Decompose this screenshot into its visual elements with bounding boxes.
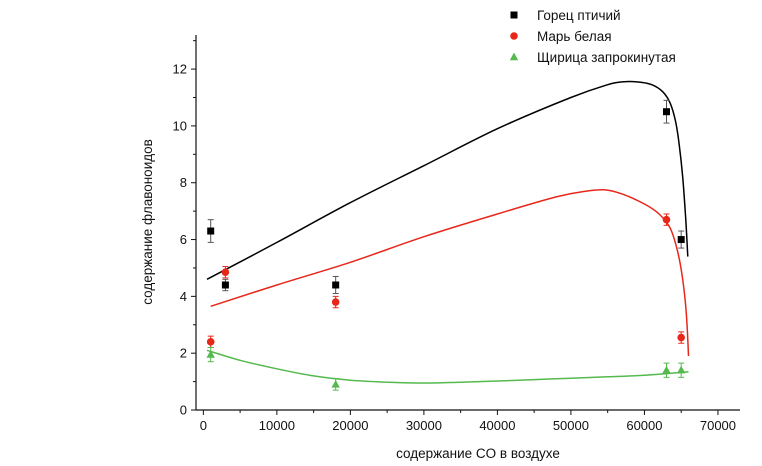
legend-label: Горец птичий (537, 8, 621, 23)
data-point-circle (206, 338, 215, 346)
fit-curve-series-1 (206, 80, 689, 280)
x-tick-label: 10000 (259, 418, 295, 433)
data-point-circle (331, 298, 340, 306)
y-tick-label: 2 (180, 346, 187, 361)
x-tick-label: 40000 (479, 418, 515, 433)
x-tick-label: 50000 (553, 418, 589, 433)
y-tick-label: 0 (180, 403, 187, 418)
y-tick-label: 12 (173, 62, 187, 77)
legend-marker-triangle (509, 52, 519, 61)
x-tick-label: 0 (200, 418, 207, 433)
legend-marker-square (510, 11, 518, 19)
data-point-square (677, 236, 685, 244)
y-ticks: 0 2 4 6 8 10 12 (173, 40, 196, 418)
y-axis-title: содержание флавоноидов (140, 139, 155, 305)
data-point-triangle (206, 350, 215, 358)
y-tick-label: 8 (180, 175, 187, 190)
data-point-triangle (331, 379, 340, 388)
legend-label: Марь белая (537, 29, 612, 44)
data-point-circle (221, 268, 230, 277)
data-point-triangle (676, 365, 686, 374)
plot-area: 0 10000 20000 30000 40000 50000 60000 70000 0 2 4… (173, 35, 740, 433)
x-axis-title: содержание CO в воздухе (396, 446, 560, 461)
y-tick-label: 6 (180, 232, 187, 247)
data-points (206, 99, 686, 391)
data-point-circle (677, 333, 685, 342)
fit-curves (206, 80, 690, 384)
legend-marker-circle (510, 32, 518, 40)
x-tick-label: 70000 (700, 418, 736, 433)
data-point-square (221, 281, 229, 289)
data-point-triangle (662, 365, 671, 374)
fit-curve-series-3 (206, 349, 689, 384)
y-tick-label: 10 (173, 118, 187, 133)
fit-curve-series-2 (210, 188, 690, 357)
data-point-square (207, 227, 215, 235)
x-tick-label: 30000 (406, 418, 442, 433)
data-point-circle (662, 215, 671, 224)
data-point-square (662, 108, 670, 116)
legend: Горец птичий Марь белая Щирица запрокинута… (509, 8, 676, 65)
x-tick-label: 20000 (332, 418, 368, 433)
y-tick-label: 4 (180, 289, 187, 304)
data-point-square (332, 281, 340, 289)
x-tick-label: 60000 (626, 418, 662, 433)
legend-label: Щирица запрокинутая (537, 50, 676, 65)
x-ticks: 0 10000 20000 30000 40000 50000 60000 70000 (200, 410, 736, 433)
